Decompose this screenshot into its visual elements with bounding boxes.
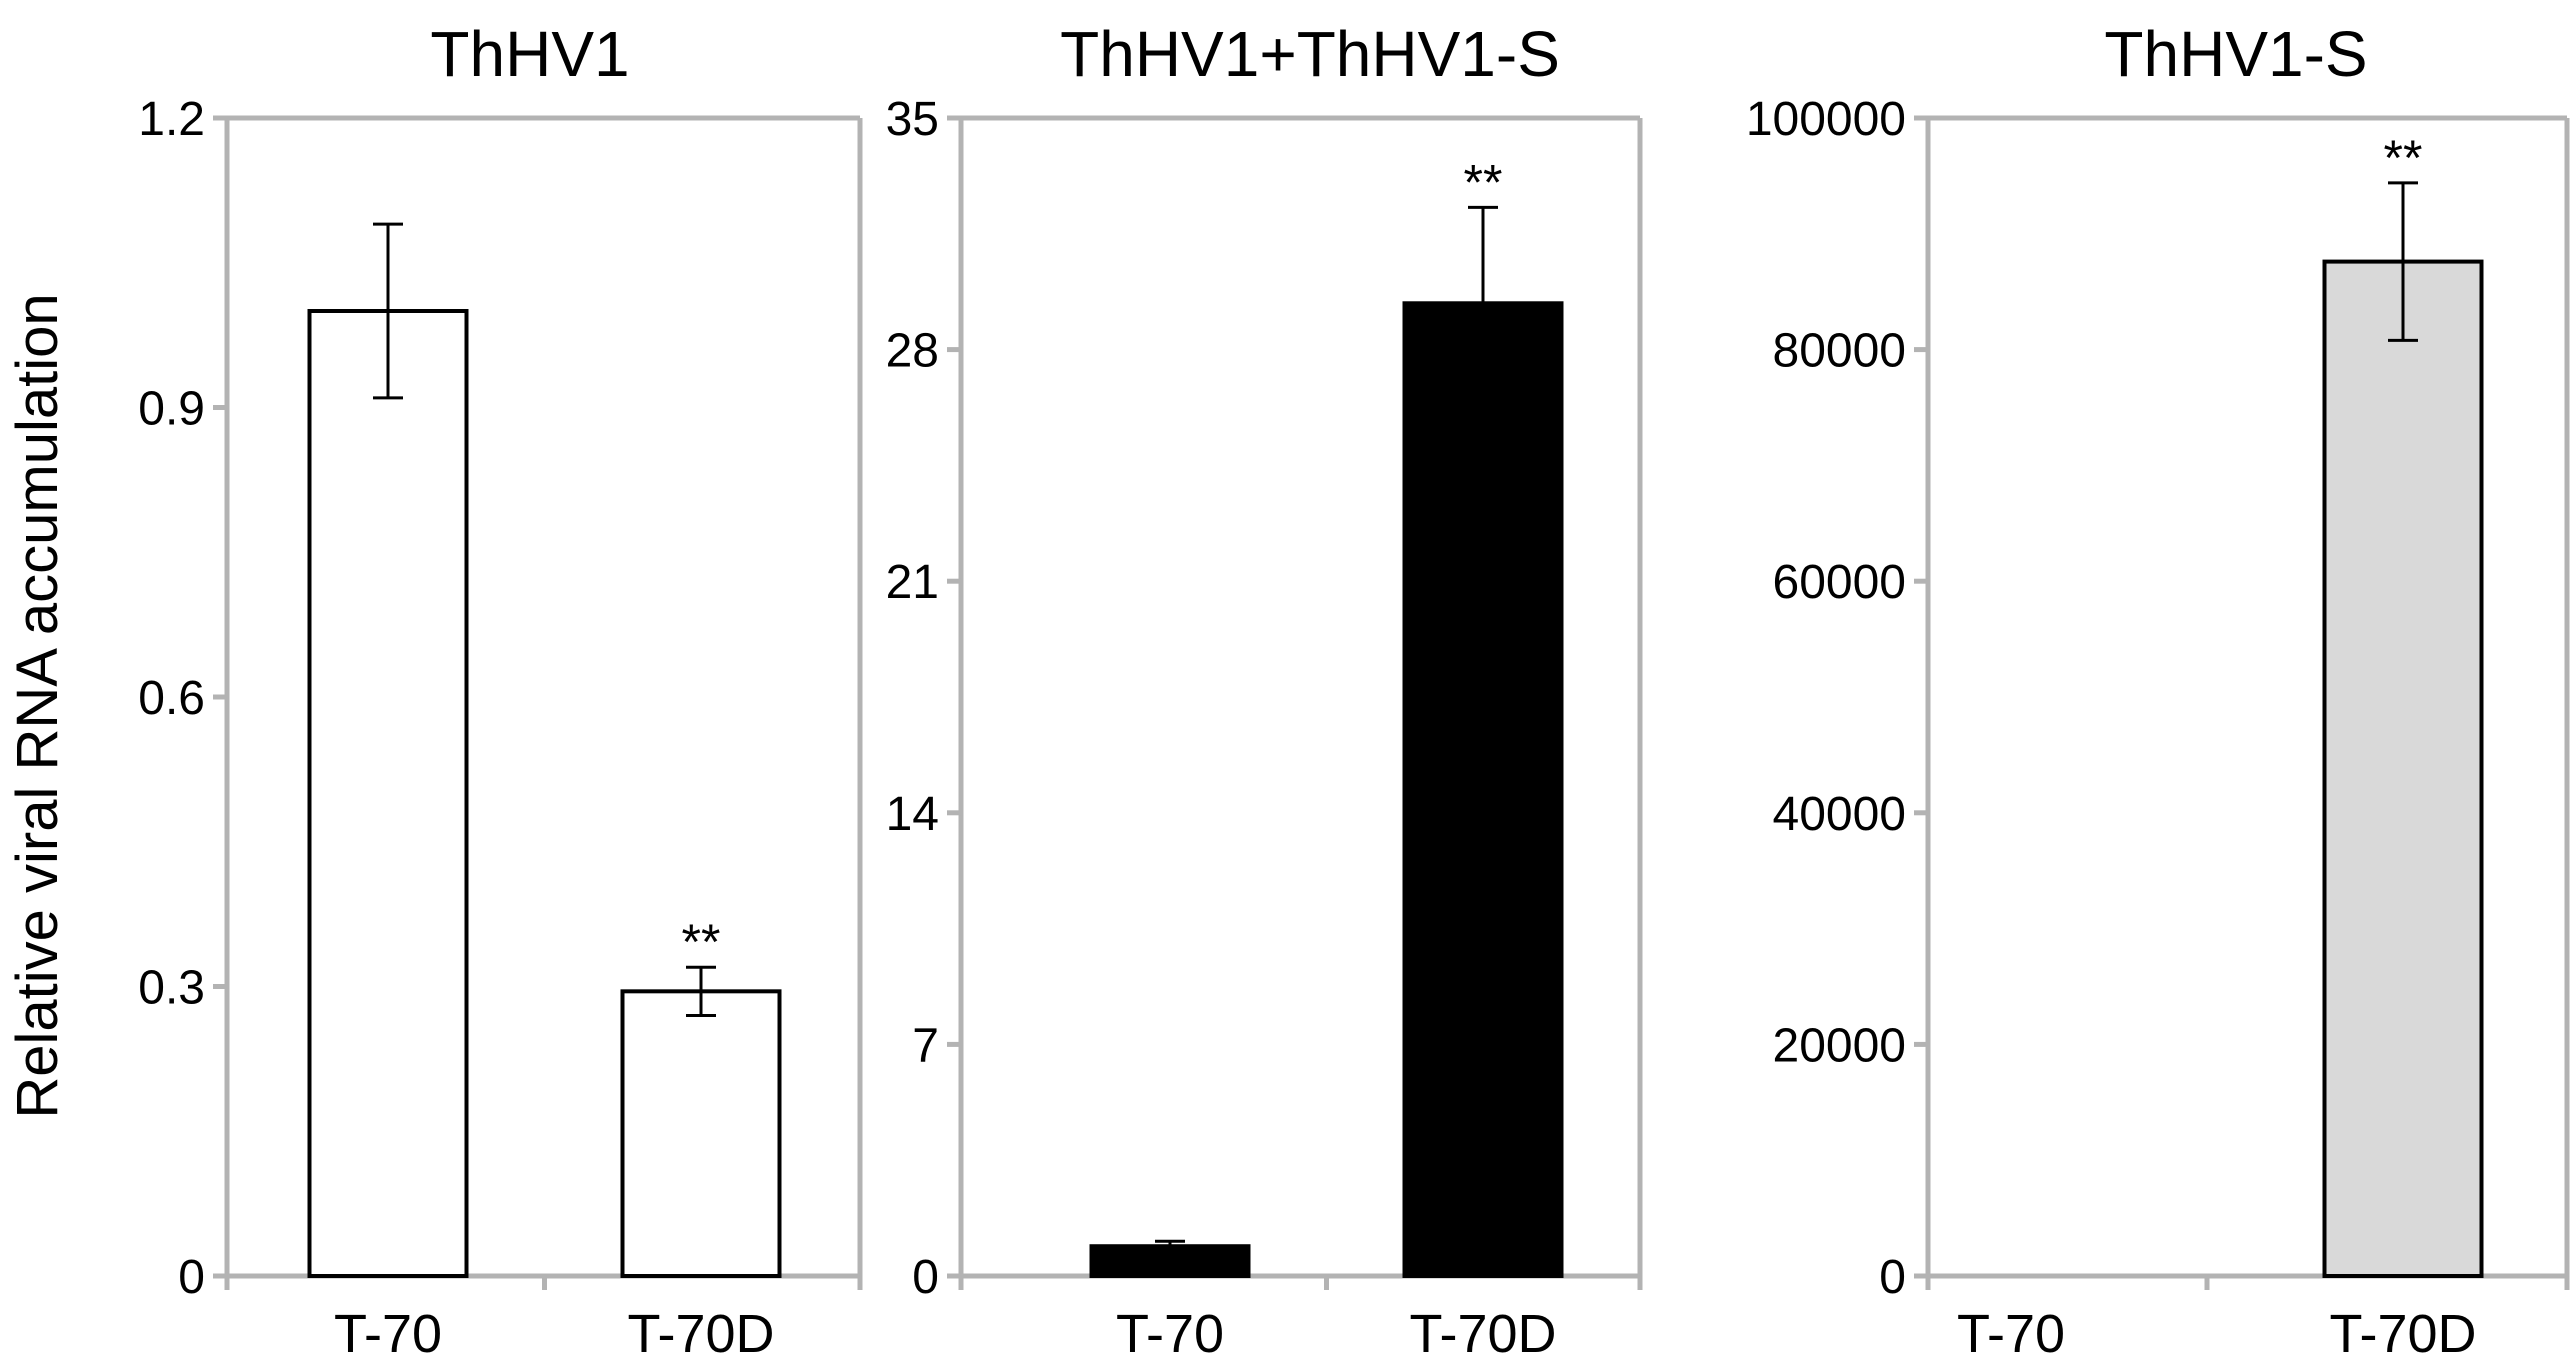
category-label: T-70D <box>627 1304 774 1364</box>
chart-title: ThHV1-S <box>2104 18 2367 90</box>
panel-thhv1: ThHV1 0 0.3 0.6 0.9 1.2 T-70 ** T-70D <box>138 18 863 1364</box>
y-tick-label: 0.9 <box>138 383 205 436</box>
bar <box>2322 259 2484 1279</box>
y-tick-label: 0 <box>178 1251 205 1304</box>
panel-thhv1-s: ThHV1-S 0 20000 40000 60000 80000 100000 T-70 **… <box>1746 18 2570 1364</box>
category-label: T-70 <box>334 1304 442 1364</box>
y-axis-label: Relative viral RNA accumulation <box>5 293 70 1118</box>
y-tick-label: 100000 <box>1746 93 1906 146</box>
chart-title: ThHV1 <box>430 18 629 90</box>
bar <box>307 309 469 1278</box>
significance-label: ** <box>1464 154 1503 210</box>
y-tick-label: 40000 <box>1773 788 1906 841</box>
category-label: T-70 <box>1957 1304 2065 1364</box>
significance-label: ** <box>682 914 721 970</box>
y-tick-label: 60000 <box>1773 556 1906 609</box>
y-tick-label: 35 <box>886 93 939 146</box>
y-tick-label: 0.3 <box>138 962 205 1015</box>
y-tick-label: 7 <box>912 1019 939 1072</box>
y-tick-label: 20000 <box>1773 1019 1906 1072</box>
y-tick-label: 1.2 <box>138 93 205 146</box>
bar <box>1402 301 1564 1278</box>
y-tick-label: 80000 <box>1773 325 1906 378</box>
bar <box>620 989 782 1278</box>
significance-label: ** <box>2384 130 2423 186</box>
category-label: T-70D <box>2329 1304 2476 1364</box>
category-label: T-70 <box>1116 1304 1224 1364</box>
y-tick-label: 0.6 <box>138 672 205 725</box>
y-tick-label: 21 <box>886 556 939 609</box>
chart-title: ThHV1+ThHV1-S <box>1060 18 1560 90</box>
y-tick-label: 14 <box>886 788 939 841</box>
y-tick-label: 0 <box>912 1251 939 1304</box>
panel-thhv1-plus-thhv1-s: ThHV1+ThHV1-S 0 7 14 21 28 35 T-70 ** T-70D <box>886 18 1643 1364</box>
category-label: T-70D <box>1409 1304 1556 1364</box>
y-tick-label: 0 <box>1879 1251 1906 1304</box>
y-tick-label: 28 <box>886 325 939 378</box>
